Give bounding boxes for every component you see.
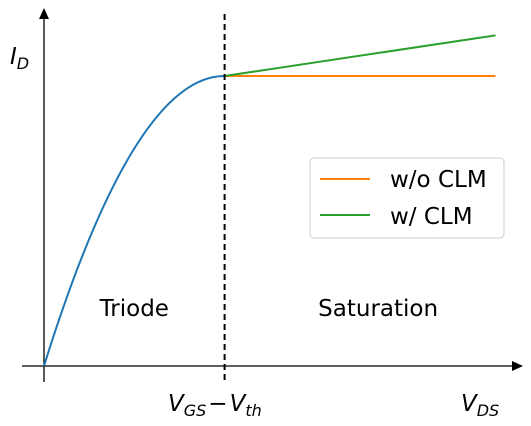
- with-clm-line: [224, 34, 496, 77]
- legend-label-with-clm: w/ CLM: [390, 204, 473, 230]
- region-label-saturation: Saturation: [318, 296, 438, 322]
- legend: w/o CLM w/ CLM: [309, 157, 505, 239]
- x-axis-label: VDS: [461, 391, 499, 420]
- threshold-label: VGS−Vth: [168, 391, 262, 420]
- y-axis-label: ID: [10, 44, 29, 73]
- x-axis-arrow: [512, 361, 523, 371]
- y-axis-arrow: [39, 8, 49, 19]
- region-label-triode: Triode: [99, 296, 169, 322]
- legend-label-without-clm: w/o CLM: [390, 167, 487, 193]
- triode-curve: [43, 75, 225, 367]
